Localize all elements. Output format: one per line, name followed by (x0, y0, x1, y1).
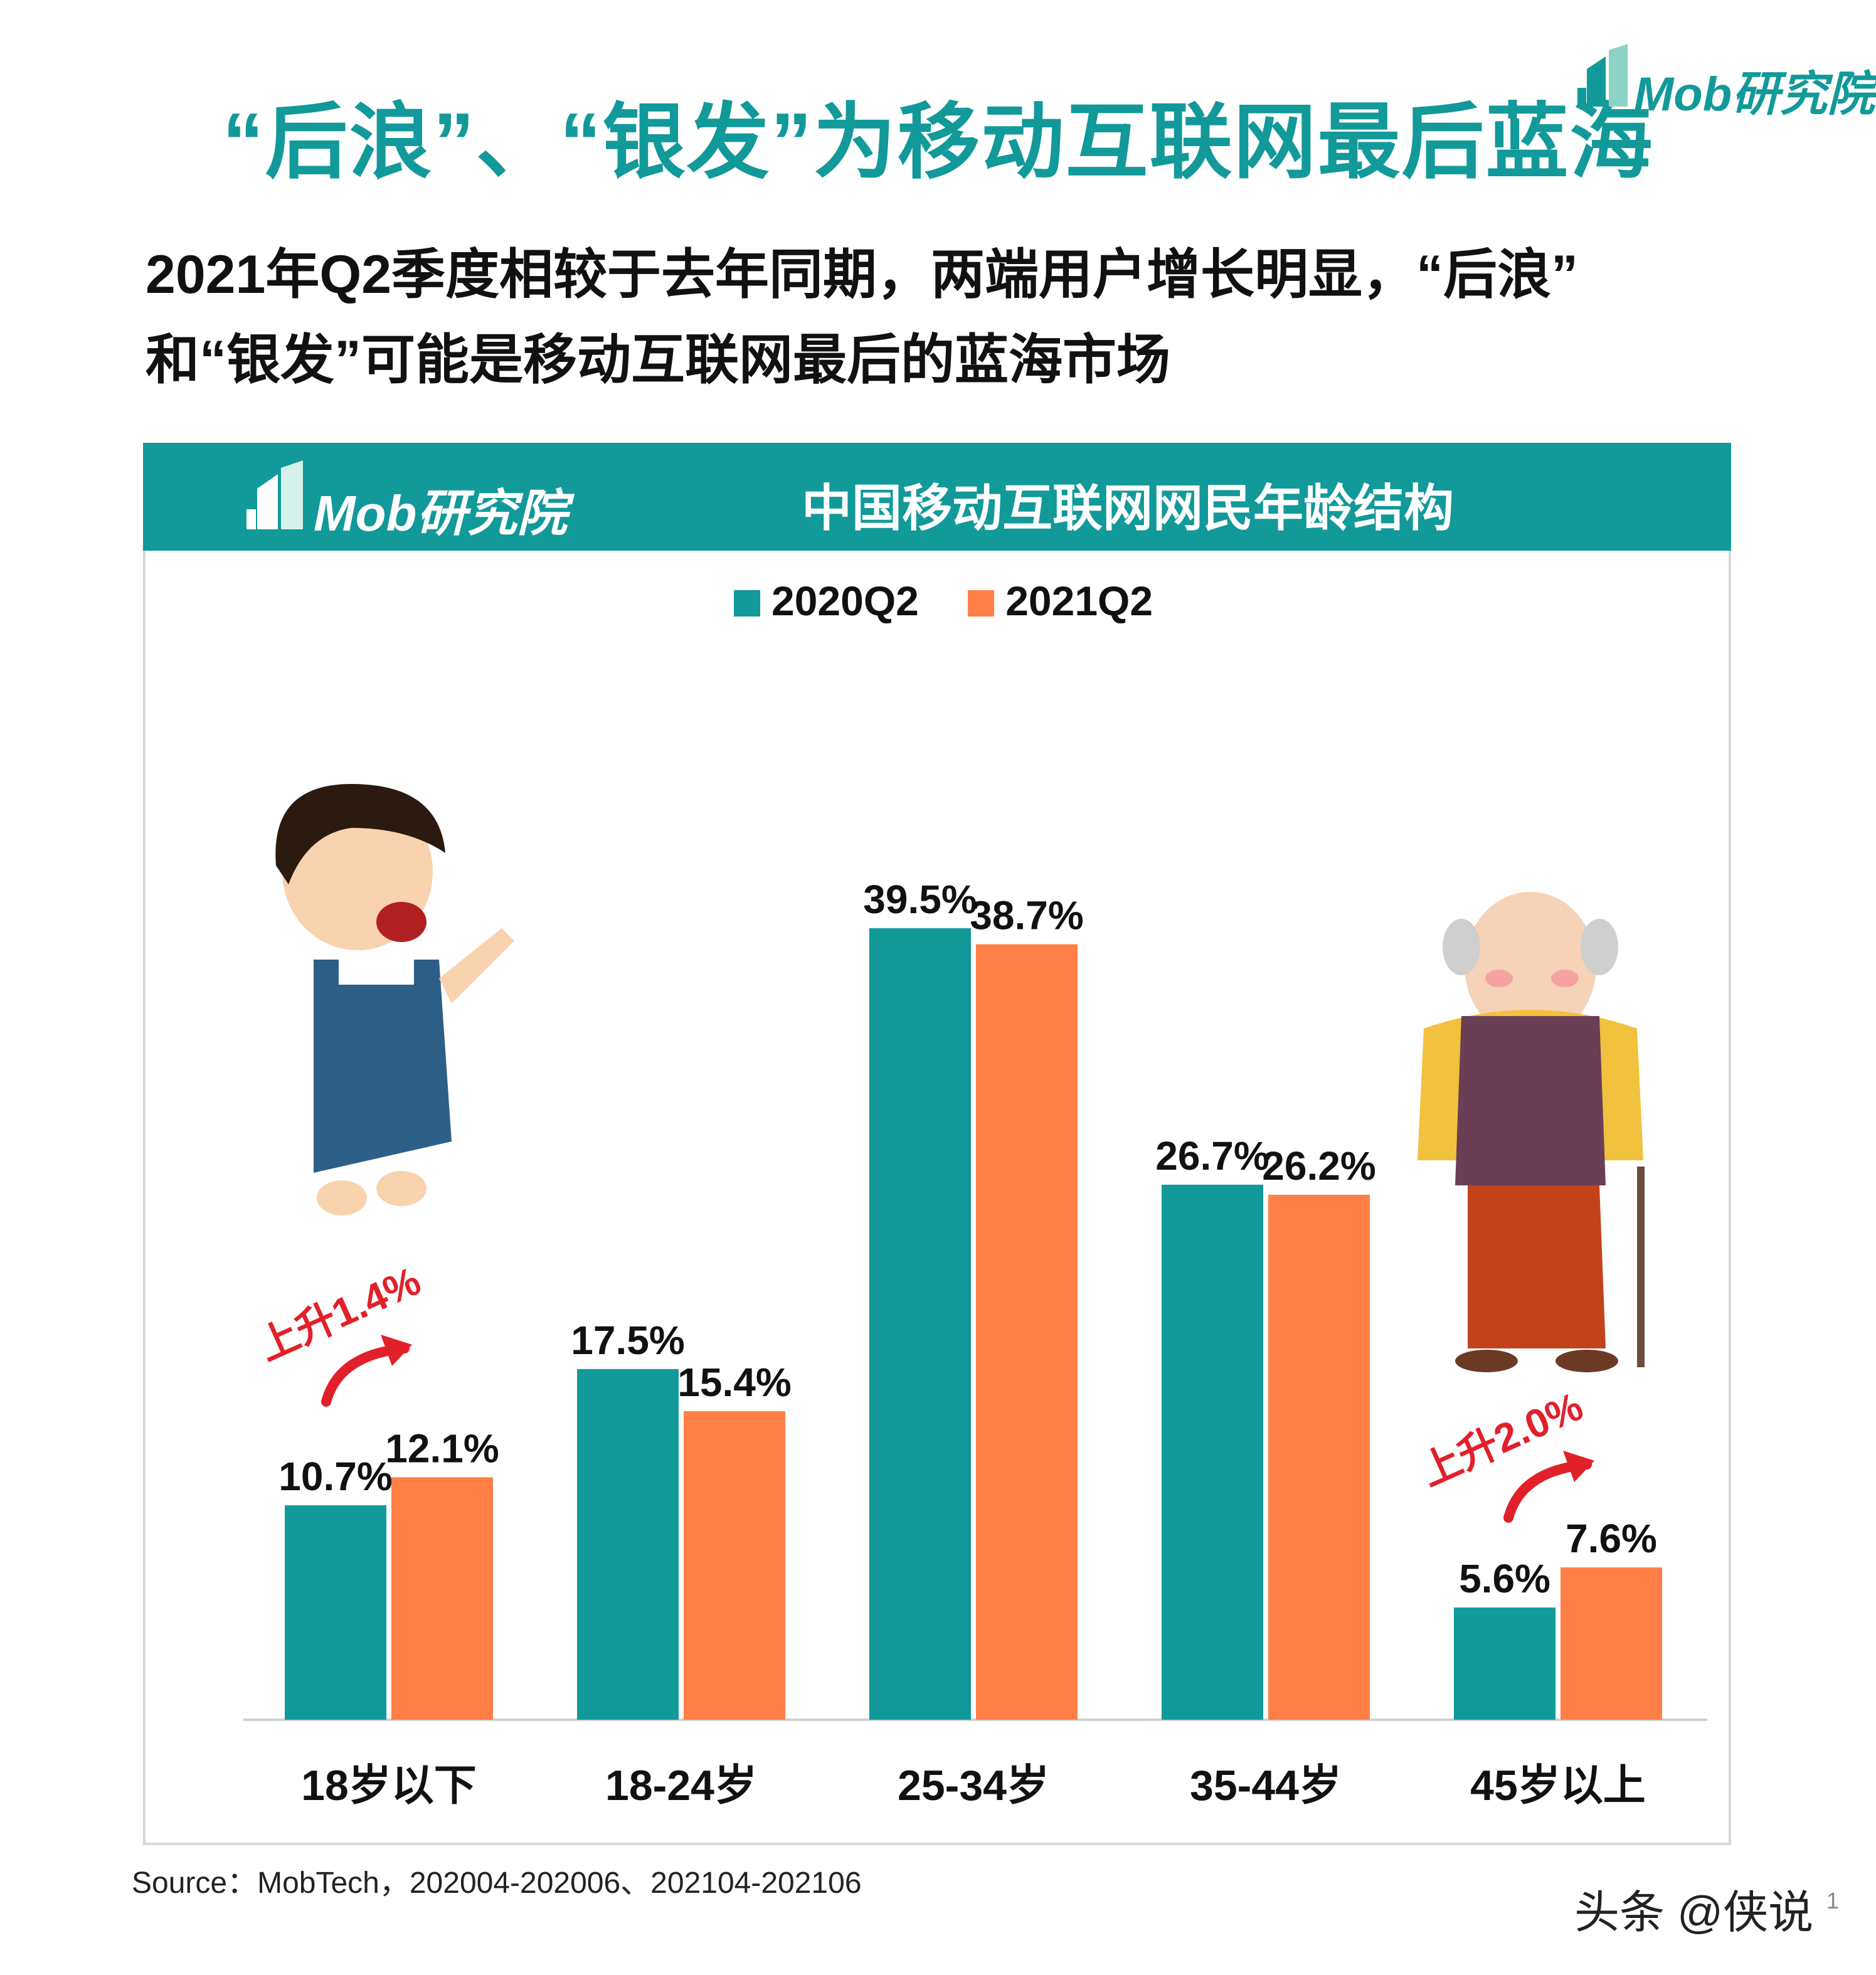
data-label-2021Q2-3: 26.2% (1262, 1143, 1375, 1189)
chart-panel-header: Mob研究院 中国移动互联网网民年龄结构 (143, 443, 1731, 551)
data-label-2020Q2-2: 39.5% (863, 877, 977, 922)
bars-group: 10.7%12.1% 18岁以下 17.5%15.4% 18-24岁 39.5%38.7… (278, 877, 1662, 1809)
source-note: Source：MobTech，202004-202006、202104-2021… (132, 1866, 862, 1900)
data-label-2020Q2-1: 17.5% (571, 1318, 684, 1363)
data-label-2021Q2-1: 15.4% (677, 1360, 791, 1405)
chart-legend: 2020Q2 2021Q2 (734, 577, 1190, 633)
page-title: “后浪”、“银发”为移动互联网最后蓝海 (222, 96, 1654, 188)
category-label-4: 45岁以上 (1470, 1762, 1646, 1809)
category-label-2: 25-34岁 (898, 1762, 1049, 1809)
data-label-2021Q2-0: 12.1% (385, 1426, 499, 1471)
legend-swatch-orange (968, 590, 995, 617)
bar-2020Q2-0 (285, 1505, 386, 1720)
bar-2020Q2-2 (869, 928, 971, 1720)
rise-annotation-1: 上升2.0% (1414, 1384, 1589, 1495)
bar-2020Q2-1 (577, 1369, 679, 1720)
data-label-2021Q2-2: 38.7% (970, 893, 1083, 938)
rise-arrow-head-1 (1563, 1451, 1594, 1482)
bar-2020Q2-4 (1454, 1607, 1555, 1720)
legend-swatch-teal (734, 590, 760, 617)
subtitle-line-1: 2021年Q2季度相较于去年同期，两端用户增长明显，“后浪” (146, 245, 1579, 305)
rise-arrow-head-0 (381, 1335, 412, 1366)
building-icon (246, 460, 303, 529)
bar-2021Q2-3 (1268, 1194, 1370, 1720)
category-label-3: 35-44岁 (1190, 1762, 1342, 1809)
panel-brand-name: Mob研究院 (314, 485, 568, 541)
page-number: 1 (1826, 1888, 1840, 1914)
subtitle: 2021年Q2季度相较于去年同期，两端用户增长明显，“后浪” 和“银发”可能是移… (146, 232, 1751, 403)
data-label-2020Q2-4: 5.6% (1459, 1556, 1550, 1601)
panel-brand-logo: Mob研究院 (243, 460, 570, 541)
watermark: 头条 @侠说 (1574, 1888, 1814, 1938)
brand-logo: Mob研究院 (1574, 44, 1875, 121)
subtitle-line-2: 和“银发”可能是移动互联网最后的蓝海市场 (146, 330, 1170, 390)
boy-illustration (275, 784, 514, 1215)
bar-2021Q2-2 (976, 944, 1078, 1720)
elderly-man-illustration (1418, 892, 1645, 1372)
bar-2021Q2-1 (684, 1411, 785, 1720)
brand-name: Mob研究院 (1634, 68, 1875, 121)
legend-item-2021q2: 2021Q2 (968, 577, 1153, 625)
bar-2021Q2-4 (1561, 1567, 1662, 1720)
legend-item-2020q2: 2020Q2 (734, 577, 919, 625)
data-label-2020Q2-3: 26.7% (1155, 1133, 1269, 1178)
data-label-2021Q2-4: 7.6% (1566, 1516, 1657, 1561)
category-label-1: 18-24岁 (605, 1762, 757, 1809)
category-label-0: 18岁以下 (301, 1762, 477, 1809)
bar-2021Q2-0 (391, 1477, 493, 1720)
data-label-2020Q2-0: 10.7% (278, 1454, 392, 1499)
bar-2020Q2-3 (1162, 1184, 1263, 1720)
building-icon (1577, 44, 1628, 107)
